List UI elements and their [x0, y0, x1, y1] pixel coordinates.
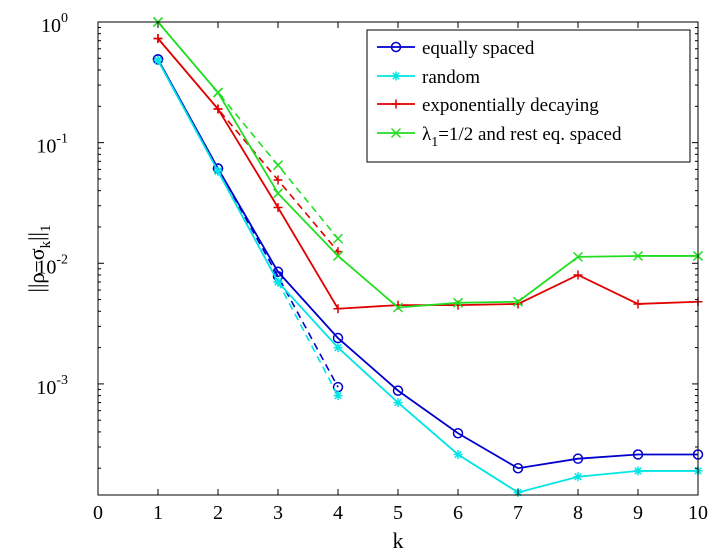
dashed-point — [273, 175, 283, 185]
data-point — [572, 453, 584, 464]
legend-label: random — [422, 67, 480, 88]
data-point — [512, 462, 524, 474]
legend-swatch-marker — [391, 71, 401, 81]
x-tick-label: 7 — [513, 502, 523, 524]
legend: equally spaced random exponentially decayi… — [366, 29, 691, 163]
data-point — [512, 296, 524, 307]
data-point — [273, 202, 283, 212]
legend-label: equally spaced — [422, 38, 535, 59]
data-point — [333, 304, 343, 314]
legend-entry: exponentially decaying — [377, 95, 599, 116]
dashed-point — [333, 391, 343, 401]
data-point — [273, 277, 283, 287]
x-tick-label: 2 — [213, 502, 223, 524]
dashed-line — [157, 37, 339, 253]
x-tick-label: 4 — [333, 502, 343, 524]
data-point — [332, 250, 344, 261]
legend-swatch-marker — [390, 41, 402, 53]
x-axis-label: k — [393, 528, 404, 552]
data-point — [452, 297, 464, 308]
legend-entry: random — [377, 67, 480, 88]
dashed-line — [157, 21, 339, 240]
data-point — [212, 87, 224, 98]
data-point — [633, 466, 643, 476]
data-point — [632, 250, 644, 261]
series-line — [157, 21, 698, 309]
x-tick-label: 8 — [573, 502, 583, 524]
data-point — [213, 166, 223, 176]
data-point — [333, 343, 343, 353]
series-4 — [152, 16, 704, 313]
data-point — [452, 427, 464, 439]
x-tick-label: 0 — [93, 502, 103, 524]
data-point — [453, 449, 463, 459]
data-point — [272, 188, 284, 199]
series-line — [157, 60, 698, 494]
dashed-point — [272, 160, 284, 171]
data-point — [392, 385, 404, 396]
x-tick-label: 9 — [633, 502, 643, 524]
data-point — [633, 299, 643, 309]
legend-entry: equally spaced — [377, 38, 535, 59]
y-tick-label: 10-1 — [36, 132, 68, 158]
y-tick-label: 10-2 — [36, 252, 68, 278]
legend-swatch-marker — [390, 127, 402, 139]
x-tick-label: 6 — [453, 502, 463, 524]
data-point — [393, 398, 403, 408]
series-1 — [152, 54, 704, 474]
y-tick-label: 100 — [41, 11, 68, 37]
data-point — [573, 270, 583, 280]
x-tick-label: 1 — [153, 502, 163, 524]
y-tick-label: 10-3 — [36, 373, 68, 399]
series-line — [157, 58, 698, 470]
data-point — [153, 55, 163, 65]
legend-label: λ1=1/2 and rest eq. spaced — [422, 124, 622, 150]
legend-label: exponentially decaying — [422, 95, 599, 116]
data-point — [632, 449, 644, 460]
dashed-point — [332, 233, 344, 244]
legend-box — [366, 29, 691, 163]
y-axis-label: ||ρ−σk||1 — [24, 225, 54, 293]
x-tick-label: 3 — [273, 502, 283, 524]
data-point — [213, 104, 223, 114]
x-tick-label: 10 — [688, 502, 708, 524]
data-point — [332, 332, 344, 344]
data-point — [573, 472, 583, 482]
legend-entry: λ1=1/2 and rest eq. spaced — [377, 124, 622, 150]
data-point — [572, 251, 584, 262]
x-tick-label: 5 — [393, 502, 403, 524]
legend-swatch-marker — [391, 99, 401, 109]
data-point — [392, 302, 404, 313]
data-point — [153, 33, 163, 43]
